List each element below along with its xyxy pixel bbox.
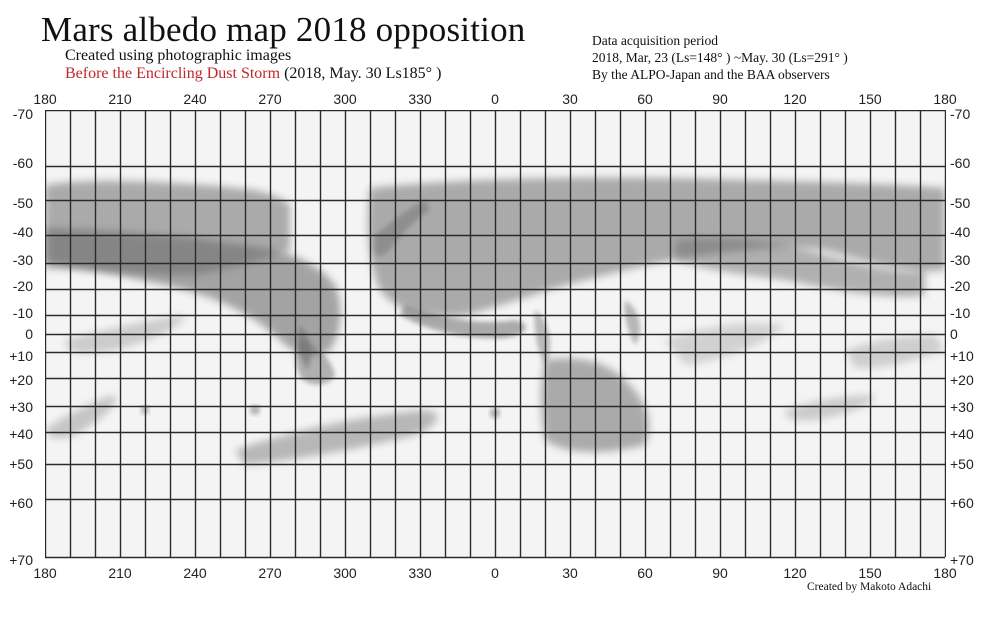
latitude-label: -10	[12, 305, 33, 321]
longitude-label: 180	[33, 91, 57, 107]
author-credit: Created by Makoto Adachi	[807, 581, 932, 593]
latitude-label: +30	[9, 399, 33, 415]
longitude-label: 270	[258, 565, 282, 581]
latitude-label: +60	[950, 495, 974, 511]
latitude-label: -70	[950, 106, 971, 122]
longitude-label: 60	[637, 565, 653, 581]
longitude-label: 330	[408, 565, 432, 581]
info-heading: Data acquisition period	[592, 33, 718, 48]
info-observers: By the ALPO-Japan and the BAA observers	[592, 67, 830, 82]
longitude-label: 120	[783, 91, 807, 107]
longitude-label: 180	[933, 91, 957, 107]
albedo-features	[45, 177, 946, 465]
longitude-label: 0	[491, 91, 499, 107]
storm-date: (2018, May. 30 Ls185° )	[284, 65, 442, 82]
info-period: 2018, Mar, 23 (Ls=148° ) ~May. 30 (Ls=29…	[592, 50, 848, 65]
longitude-label: 270	[258, 91, 282, 107]
latitude-label: +10	[9, 348, 33, 364]
latitude-label: +10	[950, 348, 974, 364]
longitude-label: 90	[712, 91, 728, 107]
latitude-label: -60	[950, 155, 971, 171]
latitude-label: -10	[950, 305, 971, 321]
longitude-label: 210	[108, 565, 132, 581]
coordinate-grid	[45, 110, 946, 559]
storm-label: Before the Encircling Dust Storm	[65, 65, 281, 82]
latitude-label: +50	[9, 456, 33, 472]
longitude-label: 180	[33, 565, 57, 581]
latitude-label: +30	[950, 399, 974, 415]
longitude-label: 330	[408, 91, 432, 107]
latitude-label: -40	[12, 224, 33, 240]
longitude-label: 300	[333, 91, 357, 107]
longitude-label: 240	[183, 565, 207, 581]
longitude-label: 210	[108, 91, 132, 107]
latitude-label: +60	[9, 495, 33, 511]
latitude-label: +50	[950, 456, 974, 472]
longitude-label: 240	[183, 91, 207, 107]
map-subtitle: Created using photographic images	[65, 47, 292, 64]
longitude-label: 90	[712, 565, 728, 581]
latitude-label: -50	[12, 195, 33, 211]
latitude-label: +20	[950, 372, 974, 388]
longitude-label: 30	[562, 565, 578, 581]
longitude-label: 60	[637, 91, 653, 107]
longitude-label: 300	[333, 565, 357, 581]
latitude-label: +40	[9, 426, 33, 442]
latitude-label: -70	[12, 106, 33, 122]
acquisition-info: Data acquisition period 2018, Mar, 23 (L…	[592, 32, 848, 83]
longitude-label: 30	[562, 91, 578, 107]
latitude-label: -20	[12, 278, 33, 294]
albedo-map	[45, 110, 946, 559]
longitude-label: 150	[858, 91, 882, 107]
longitude-label: 150	[858, 565, 882, 581]
longitude-label: 180	[933, 565, 957, 581]
longitude-label: 0	[491, 565, 499, 581]
latitude-label: -60	[12, 155, 33, 171]
latitude-label: -40	[950, 224, 971, 240]
latitude-label: 0	[25, 326, 33, 342]
latitude-label: +20	[9, 372, 33, 388]
latitude-label: +70	[9, 552, 33, 568]
latitude-label: -30	[12, 252, 33, 268]
latitude-label: -20	[950, 278, 971, 294]
latitude-label: -50	[950, 195, 971, 211]
latitude-label: +70	[950, 552, 974, 568]
longitude-label: 120	[783, 565, 807, 581]
latitude-label: 0	[950, 326, 958, 342]
map-title: Mars albedo map 2018 opposition	[41, 10, 526, 49]
latitude-label: +40	[950, 426, 974, 442]
storm-note: Before the Encircling Dust Storm (2018, …	[65, 65, 441, 83]
latitude-label: -30	[950, 252, 971, 268]
